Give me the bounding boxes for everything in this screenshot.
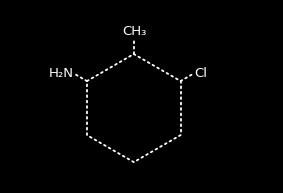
Text: Cl: Cl	[194, 67, 207, 80]
Text: H₂N: H₂N	[48, 67, 73, 80]
Text: CH₃: CH₃	[123, 25, 147, 38]
